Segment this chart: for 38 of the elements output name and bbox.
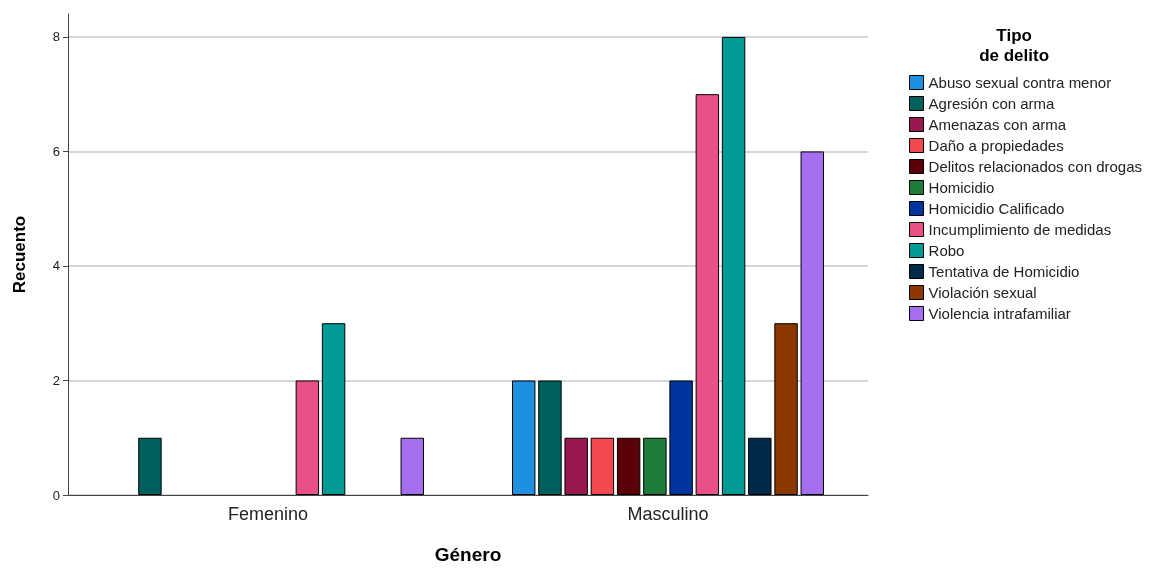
bar xyxy=(590,437,615,495)
legend-label: Incumplimiento de medidas xyxy=(928,221,1112,238)
legend-label: Violencia intrafamiliar xyxy=(928,305,1071,322)
bar xyxy=(295,380,320,495)
y-axis-title: Recuento xyxy=(10,215,29,294)
bar xyxy=(138,437,162,495)
legend-label: Tentativa de Homicidio xyxy=(928,263,1080,280)
bar xyxy=(538,380,562,495)
bar xyxy=(616,437,641,495)
y-tick-label: 0 xyxy=(52,487,60,503)
y-tick-label: 2 xyxy=(52,372,60,388)
bar xyxy=(774,323,798,495)
bar xyxy=(800,151,824,495)
bar xyxy=(695,94,720,495)
legend-label: Robo xyxy=(928,242,965,259)
y-tick-label: 4 xyxy=(52,258,60,274)
y-tick-label: 8 xyxy=(52,29,60,45)
bar xyxy=(512,380,536,495)
legend-label: Homicidio Calificado xyxy=(928,200,1065,217)
bar xyxy=(643,437,667,495)
legend-label: Violación sexual xyxy=(928,284,1037,301)
x-tick-label: Femenino xyxy=(227,504,309,524)
legend-label: Delitos relacionados con drogas xyxy=(928,158,1143,175)
legend-title: Tipo de delito xyxy=(979,25,1050,65)
legend-label: Agresión con arma xyxy=(928,95,1056,112)
legend-label: Homicidio xyxy=(928,179,995,196)
bar xyxy=(721,36,746,495)
bar xyxy=(321,323,346,495)
bar xyxy=(669,380,693,495)
y-tick-label: 6 xyxy=(52,143,60,159)
bar xyxy=(564,437,588,495)
bar xyxy=(400,437,424,495)
legend-label: Daño a propiedades xyxy=(928,137,1064,154)
legend-label: Abuso sexual contra menor xyxy=(928,74,1112,91)
bar xyxy=(748,437,772,495)
legend-label: Amenazas con arma xyxy=(928,116,1067,133)
x-tick-label: Masculino xyxy=(627,504,709,524)
x-axis-title: Género xyxy=(434,544,502,565)
